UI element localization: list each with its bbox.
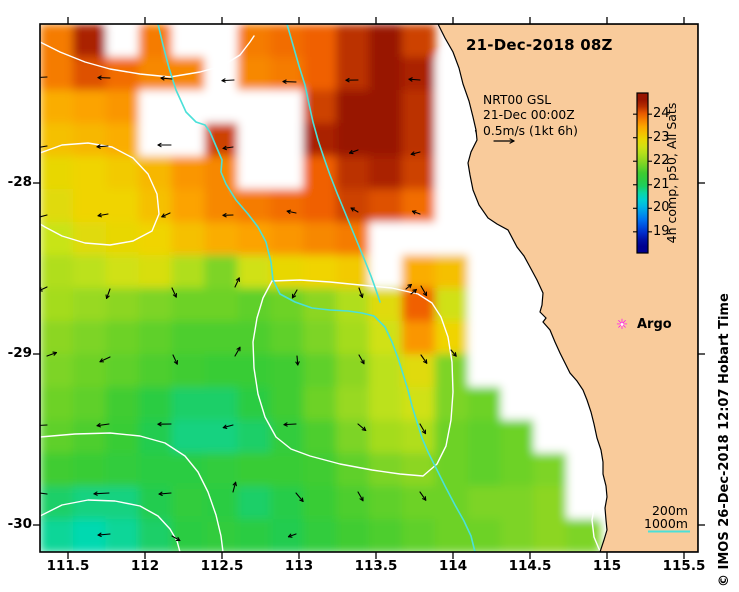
colorbar-tick-label: 19 [653, 223, 670, 239]
vector-scale-arrow [493, 138, 515, 144]
x-axis-tick-label: 114.5 [508, 558, 552, 574]
legend-1000m-label: 1000m [644, 516, 688, 531]
product-annotation: NRT00 GSL 21-Dec 00:00Z 0.5m/s (1kt 6h) [483, 93, 578, 139]
x-axis-tick-label: 115.5 [662, 558, 706, 574]
argo-marker: ✳ [616, 317, 628, 333]
x-axis-tick-label: 115 [592, 558, 622, 574]
colorbar-label: 4h comp, p50, All Sats [664, 103, 679, 244]
isobath-legend: 200m 1000m [626, 504, 688, 530]
plot-frame [39, 23, 699, 553]
colorbar-tick-label: 23 [653, 129, 670, 145]
watermark-text: © IMOS 26-Dec-2018 12:07 Hobart Time [717, 293, 732, 587]
colorbar-tick-label: 20 [653, 200, 670, 216]
current-vector-arrows [40, 75, 480, 542]
colorbar-tick-marks [633, 113, 652, 233]
valid-time: 21-Dec 00:00Z [483, 108, 575, 123]
isobath-200m-contours [40, 35, 603, 552]
colorbar-tick-label: 21 [653, 176, 670, 192]
product-name: NRT00 GSL [483, 93, 552, 107]
axis-tick-marks [33, 17, 705, 559]
y-axis-tick-label: -30 [7, 516, 32, 532]
colorbar-gradient [636, 92, 649, 254]
argo-label: Argo [637, 317, 672, 332]
colorbar-tick-label: 22 [653, 153, 670, 169]
x-axis-tick-label: 113.5 [354, 558, 398, 574]
land-polygon [437, 24, 698, 552]
legend-200m-label: 200m [651, 503, 688, 518]
x-axis-tick-label: 112 [130, 558, 160, 574]
x-axis-tick-label: 113 [284, 558, 314, 574]
colorbar-tick-label: 24 [653, 106, 670, 122]
colorbar [633, 92, 652, 254]
x-axis-tick-label: 111.5 [46, 558, 90, 574]
map-title: 21-Dec-2018 08Z [466, 36, 613, 54]
y-axis-tick-label: -29 [7, 345, 32, 361]
vector-scale-label: 0.5m/s (1kt 6h) [483, 123, 578, 138]
isobath-1000m-contours [157, 24, 476, 552]
x-axis-tick-label: 114 [438, 558, 468, 574]
sst-heatmap [40, 24, 601, 552]
x-axis-tick-label: 112.5 [200, 558, 244, 574]
argo-marker-center [620, 323, 624, 326]
y-axis-tick-label: -28 [7, 174, 32, 190]
